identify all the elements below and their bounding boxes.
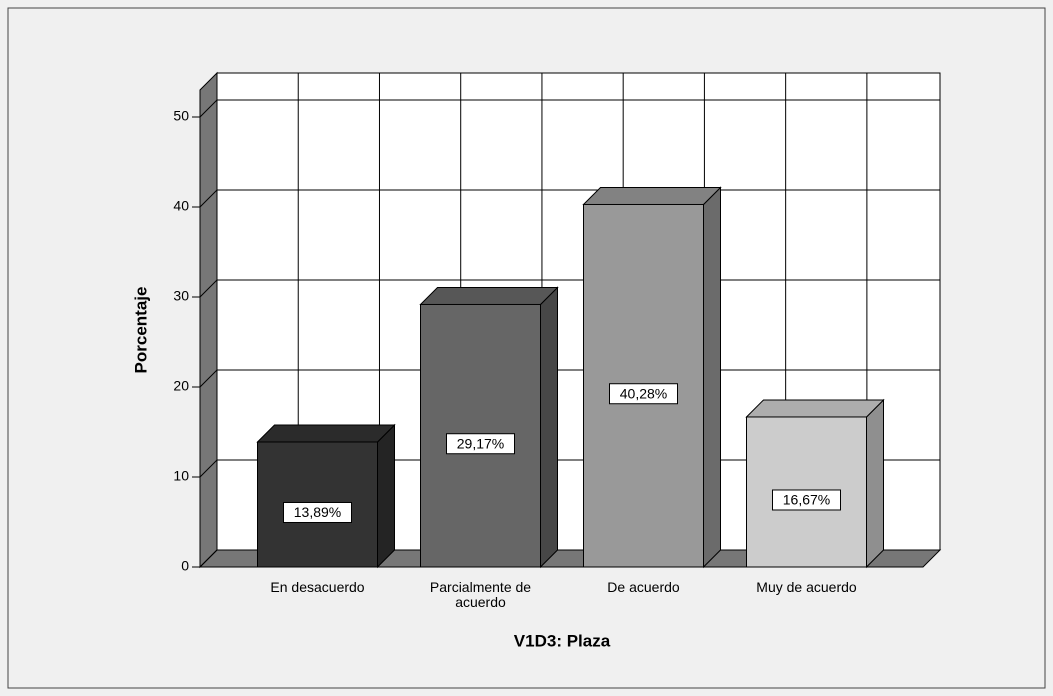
x-tick-label: Muy de acuerdo	[756, 579, 857, 595]
y-tick-label: 10	[173, 468, 189, 484]
bar-top	[745, 399, 885, 418]
grid-line-side	[199, 189, 218, 208]
y-tick-label: 0	[181, 558, 189, 574]
bar-side	[540, 286, 558, 569]
bar-side	[377, 423, 395, 569]
bar-top	[256, 424, 396, 443]
x-axis-label: V1D3: Plaza	[514, 631, 611, 650]
grid-line-side	[199, 99, 218, 118]
bar-top	[419, 286, 559, 305]
x-tick-label: En desacuerdo	[270, 579, 365, 595]
y-tick-label: 20	[173, 378, 189, 394]
value-label: 13,89%	[294, 504, 341, 520]
y-axis-label: Porcentaje	[131, 287, 150, 374]
bar-side	[703, 186, 721, 569]
bar-top	[582, 186, 722, 205]
x-tick-label: De acuerdo	[607, 579, 680, 595]
value-label-box	[446, 433, 515, 455]
x-tick-label: Parcialmente de acuerdo	[429, 579, 532, 610]
y-tick-label: 40	[173, 198, 189, 214]
value-label-box	[283, 501, 352, 523]
grid-line-side	[199, 459, 218, 478]
grid-line-side	[199, 549, 218, 568]
left-wall	[199, 71, 218, 569]
grid-line-side	[199, 279, 218, 298]
value-label-box	[772, 489, 841, 511]
y-tick-label: 30	[173, 288, 189, 304]
value-label: 16,67%	[783, 492, 830, 508]
value-label-box	[609, 383, 678, 405]
value-label: 29,17%	[457, 435, 504, 451]
grid-line-side	[199, 369, 218, 388]
y-tick-label: 50	[173, 108, 189, 124]
bar-side	[866, 398, 884, 569]
value-label: 40,28%	[620, 385, 667, 401]
